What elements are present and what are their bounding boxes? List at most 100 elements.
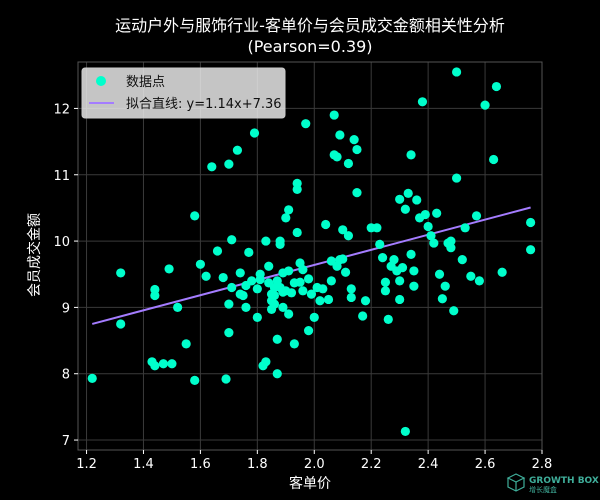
scatter-point — [326, 276, 336, 286]
scatter-point — [241, 302, 251, 313]
y-tick-label: 10 — [53, 235, 70, 250]
x-tick-label: 2.8 — [532, 457, 553, 472]
scatter-point — [480, 100, 490, 110]
scatter-point — [87, 373, 97, 383]
scatter-point — [269, 299, 280, 309]
scatter-point — [116, 319, 126, 329]
scatter-point — [181, 339, 191, 349]
scatter-point — [406, 249, 416, 259]
scatter-point — [377, 253, 388, 263]
axis-ticks: 1.2 1.4 1.6 1.8 2.0 2.2 2.4 2.6 2.8 7 8 9 10 11 12 — [53, 102, 552, 472]
scatter-point — [164, 264, 174, 274]
scatter-point — [212, 246, 223, 256]
scatter-point — [406, 150, 416, 160]
scatter-point — [207, 162, 217, 172]
scatter-point — [329, 110, 339, 120]
scatter-point — [278, 302, 288, 313]
x-tick-label: 1.4 — [133, 457, 154, 472]
scatter-point — [466, 271, 476, 281]
scatter-point — [457, 255, 467, 265]
scatter-point — [383, 314, 393, 324]
y-axis-label: 会员成交金额 — [26, 213, 43, 297]
legend-box — [81, 67, 286, 119]
scatter-point — [497, 267, 507, 277]
legend-label-points: 数据点 — [126, 75, 165, 90]
scatter-point — [417, 97, 428, 107]
x-tick-label: 2.2 — [361, 457, 382, 472]
scatter-point — [372, 223, 382, 233]
x-axis-label: 客单价 — [289, 475, 331, 492]
x-tick-label: 1.6 — [190, 457, 211, 472]
chart-title: 运动户外与服饰行业-客单价与会员成交金额相关性分析 — [115, 16, 505, 35]
scatter-point — [403, 188, 413, 198]
scatter-point — [201, 271, 211, 281]
scatter-point — [400, 204, 410, 214]
scatter-point — [224, 299, 234, 309]
scatter-point — [261, 236, 271, 246]
scatter-point — [489, 154, 499, 165]
scatter-point — [395, 294, 405, 305]
scatter-point — [491, 81, 502, 92]
scatter-point — [352, 188, 362, 198]
scatter-point — [389, 255, 399, 265]
scatter-point — [318, 284, 328, 294]
scatter-point — [195, 259, 206, 269]
x-tick-label: 2.0 — [304, 457, 325, 472]
y-tick-label: 12 — [53, 102, 70, 117]
scatter-point — [346, 292, 356, 303]
scatter-point — [432, 208, 442, 218]
scatter-point — [400, 426, 410, 437]
scatter-point — [460, 223, 470, 233]
scatter-point — [249, 128, 260, 138]
legend-marker-points — [96, 76, 106, 86]
scatter-point — [332, 152, 342, 162]
scatter-point — [440, 281, 450, 291]
x-tick-label: 1.8 — [247, 457, 268, 472]
scatter-point — [446, 243, 456, 253]
scatter-point — [218, 272, 228, 283]
scatter-point — [309, 312, 319, 322]
scatter-point — [227, 282, 237, 293]
watermark-logo: GROWTH BOX 增长魔盒 — [506, 473, 599, 494]
scatter-point — [321, 219, 331, 230]
scatter-point — [315, 296, 325, 306]
scatter-point — [298, 286, 308, 296]
scatter-point — [150, 361, 160, 371]
scatter-point — [158, 359, 168, 369]
scatter-point — [303, 326, 314, 336]
scatter-point — [227, 235, 237, 245]
scatter-point — [340, 267, 351, 277]
scatter-point — [264, 261, 274, 271]
scatter-point — [272, 369, 282, 379]
scatter-point — [261, 357, 271, 367]
scatter-point — [221, 374, 231, 384]
scatter-point — [343, 231, 354, 241]
y-tick-label: 7 — [62, 434, 70, 449]
fit-line-group — [91, 206, 531, 325]
scatter-point — [323, 294, 334, 305]
y-tick-label: 8 — [62, 368, 70, 383]
scatter-point — [269, 290, 280, 301]
scatter-point — [275, 236, 285, 246]
scatter-point — [224, 159, 234, 169]
cube-icon — [506, 473, 526, 492]
x-tick-label: 2.6 — [475, 457, 496, 472]
scatter-point — [301, 119, 311, 129]
scatter-point — [252, 312, 262, 322]
scatter-point — [526, 245, 536, 255]
scatter-point — [338, 254, 348, 264]
scatter-point — [409, 266, 419, 276]
scatter-point — [190, 211, 200, 221]
scatter-point — [426, 231, 436, 241]
scatter-point — [235, 268, 245, 278]
scatter-point — [238, 290, 248, 301]
scatter-point — [349, 135, 359, 145]
x-tick-label: 1.2 — [76, 457, 97, 472]
scatter-point — [449, 306, 459, 316]
scatter-point — [292, 227, 302, 238]
x-tick-label: 2.4 — [418, 457, 439, 472]
scatter-point — [360, 296, 371, 306]
scatter-point — [303, 274, 314, 284]
